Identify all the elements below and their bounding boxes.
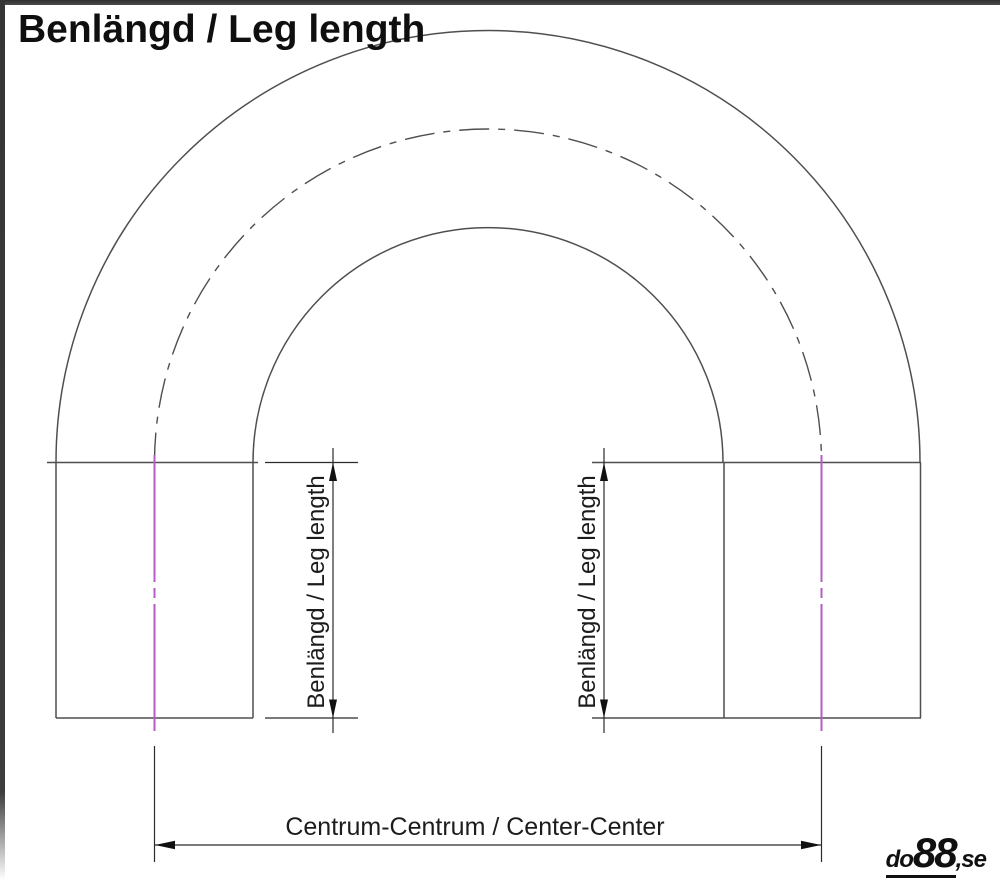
leg-centerlines xyxy=(153,455,823,734)
page-top-border xyxy=(0,0,1000,5)
do88-logo-main: do 88 xyxy=(885,829,958,878)
center-dim-arrow-right xyxy=(801,840,821,850)
left-dim-arrow-down xyxy=(329,699,337,718)
center-dim-arrow-left xyxy=(155,840,175,850)
do88-logo-suffix: ,se xyxy=(955,846,987,873)
left-dim-arrow-up xyxy=(329,462,337,481)
do88-logo-number: 88 xyxy=(912,829,958,876)
right-dim-arrow-down xyxy=(600,699,608,718)
left-leg xyxy=(47,461,258,719)
right-leg-dimension xyxy=(600,448,608,733)
page-left-border xyxy=(0,0,5,880)
page-title: Benlängd / Leg length xyxy=(18,8,426,51)
do88-logo-prefix: do xyxy=(885,846,914,873)
right-leg xyxy=(592,461,922,719)
center-dimension-label: Centrum-Centrum / Center-Center xyxy=(285,813,665,841)
center-dimension xyxy=(153,746,823,862)
left-leg-dimension xyxy=(265,448,358,733)
right-dim-arrow-up xyxy=(600,462,608,481)
right-leg-dimension-label: Benlängd / Leg length xyxy=(574,475,601,709)
do88-logo: do 88 ,se xyxy=(885,829,987,878)
outer-arc xyxy=(55,29,921,463)
bend-arcs xyxy=(55,29,921,463)
inner-arc xyxy=(252,226,724,463)
left-leg-dimension-label: Benlängd / Leg length xyxy=(303,475,330,709)
centerline-arc xyxy=(153,128,823,463)
